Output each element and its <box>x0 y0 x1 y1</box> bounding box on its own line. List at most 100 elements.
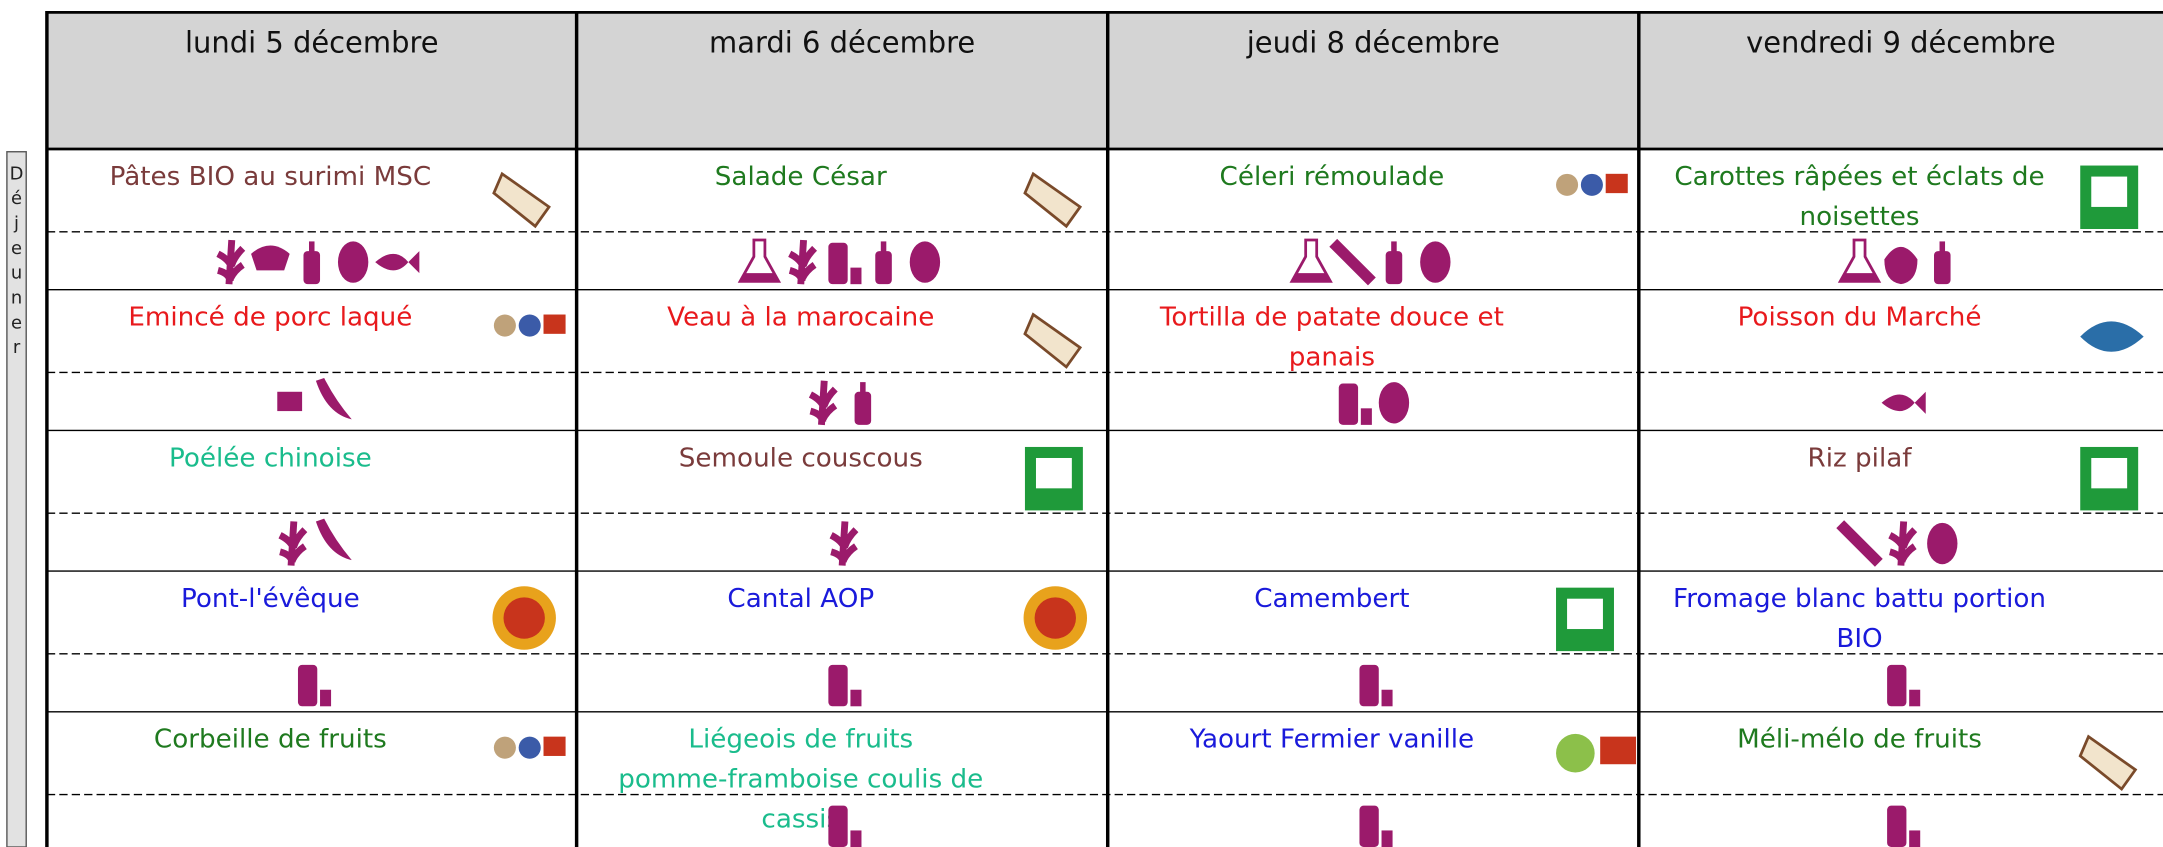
fermier <box>1556 733 1595 773</box>
allergen-icon <box>216 239 246 285</box>
ab-mark <box>1567 598 1603 630</box>
cup <box>1909 830 1921 847</box>
label-b <box>518 314 541 337</box>
dish-name: Poisson du Marché <box>1738 303 1982 333</box>
dish-name: Poélée chinoise <box>169 443 372 473</box>
allergen-icon <box>788 239 818 285</box>
day-header: vendredi 9 décembre <box>1746 25 2056 59</box>
cup <box>850 689 862 707</box>
allergen-icon <box>303 241 321 285</box>
header-background <box>46 11 2163 149</box>
allergen-icon <box>828 805 862 847</box>
allergen-icon <box>808 380 838 426</box>
aop-inner <box>1034 597 1076 639</box>
allergen-icon <box>909 241 941 283</box>
wheat <box>788 239 818 285</box>
celery <box>1836 520 1883 567</box>
label-a <box>493 736 516 759</box>
celery <box>1329 238 1376 286</box>
ab-mark <box>1035 457 1072 489</box>
dish-name: Pont-l'évêque <box>181 584 360 614</box>
label-logo <box>1556 173 1628 196</box>
allergen-icon <box>1329 238 1376 286</box>
cup <box>1360 408 1372 425</box>
allergen-icon <box>828 242 862 285</box>
bottle <box>828 242 848 285</box>
sauce <box>854 391 872 425</box>
cap <box>880 241 887 253</box>
dish-name: Carottes râpées et éclats de noisettes <box>1674 162 2044 232</box>
allergen-icon <box>1881 391 1926 414</box>
bottle <box>297 664 318 707</box>
dish-name: Méli-mélo de fruits <box>1737 725 1982 755</box>
egg <box>1420 241 1451 283</box>
egg <box>337 241 369 283</box>
day-header: lundi 5 décembre <box>185 25 439 59</box>
cup <box>850 830 862 847</box>
fish <box>375 251 420 274</box>
dish-name: Liégeois de fruits pomme-framboise coulis… <box>618 725 983 835</box>
allergen-icon <box>278 521 308 566</box>
cup <box>1381 689 1393 707</box>
wheat <box>216 239 246 285</box>
label-logo <box>2080 446 2139 511</box>
pod <box>315 518 352 561</box>
cap <box>309 241 315 253</box>
fait-maison <box>1023 312 1083 369</box>
dish-name: Fromage blanc battu portion BIO <box>1673 584 2046 654</box>
sauce <box>1934 251 1951 285</box>
cap <box>1391 241 1397 253</box>
box <box>277 391 303 412</box>
allergen-icon <box>828 664 862 707</box>
label-logo <box>1024 446 1083 511</box>
allergen-icon <box>1837 238 1882 283</box>
cup <box>1381 830 1393 847</box>
dish-name: Tortilla de patate douce et panais <box>1159 303 1504 373</box>
dish-name: Corbeille de fruits <box>154 725 387 755</box>
bottle <box>1887 664 1907 707</box>
ab-mark <box>2091 457 2128 489</box>
grid <box>45 11 2163 847</box>
dish-name: Céleri rémoulade <box>1220 162 1445 192</box>
dish-name: Emincé de porc laqué <box>128 303 412 333</box>
egg <box>909 241 941 283</box>
fait-maison <box>492 171 551 229</box>
cup <box>320 689 332 707</box>
bottle <box>828 805 848 847</box>
label-logo <box>1023 586 1088 650</box>
flask-fill <box>740 273 779 282</box>
allergen-icon <box>1927 522 1958 565</box>
allergen-icon <box>1884 246 1918 285</box>
flask-fill <box>1840 273 1879 282</box>
allergen-icon <box>1887 805 1921 847</box>
wheat <box>1888 521 1918 566</box>
bottle <box>1338 383 1359 425</box>
allergen-icon <box>1359 664 1393 707</box>
allergen-icon <box>1934 241 1951 285</box>
allergen-icon <box>297 664 332 707</box>
cap <box>1939 241 1946 253</box>
dish-name: Riz pilaf <box>1808 443 1913 473</box>
dish-name: Semoule couscous <box>679 443 923 473</box>
dish-name: Yaourt Fermier vanille <box>1189 725 1475 755</box>
egg <box>1378 382 1410 424</box>
aop-inner <box>503 597 545 639</box>
label-c <box>1605 173 1628 194</box>
pod <box>315 377 352 420</box>
allergen-icon <box>1338 383 1372 425</box>
allergen-icon <box>315 518 352 561</box>
label-logo <box>1023 312 1083 369</box>
nut <box>1884 246 1918 285</box>
allergen-icon <box>875 241 892 285</box>
bottle <box>1887 805 1907 847</box>
label-b <box>1580 173 1603 196</box>
sauce <box>1385 251 1403 285</box>
sauce <box>303 251 321 285</box>
label-logo <box>1556 587 1614 652</box>
label-c <box>543 314 566 334</box>
dish-name: Veau à la marocaine <box>667 303 934 333</box>
label-logo <box>492 586 556 650</box>
label-logo <box>493 736 566 759</box>
label-logo <box>1023 171 1083 229</box>
flask-fill <box>1291 273 1331 282</box>
